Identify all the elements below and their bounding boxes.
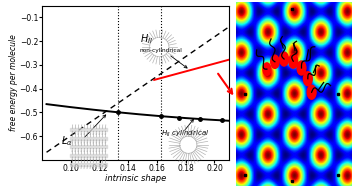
Circle shape — [271, 55, 279, 68]
Text: $H_{II}$: $H_{II}$ — [140, 32, 153, 46]
Circle shape — [307, 85, 316, 99]
Y-axis label: free energy per molecule: free energy per molecule — [9, 34, 18, 131]
Text: $L_\alpha$: $L_\alpha$ — [61, 134, 73, 148]
X-axis label: intrinsic shape: intrinsic shape — [105, 174, 166, 183]
Circle shape — [289, 54, 298, 68]
Circle shape — [263, 63, 271, 75]
Circle shape — [279, 52, 288, 66]
Circle shape — [303, 72, 312, 86]
Circle shape — [297, 61, 306, 75]
Text: $H_{II}$ cylindrical: $H_{II}$ cylindrical — [161, 129, 209, 139]
Text: non-cylindrical: non-cylindrical — [140, 48, 183, 53]
